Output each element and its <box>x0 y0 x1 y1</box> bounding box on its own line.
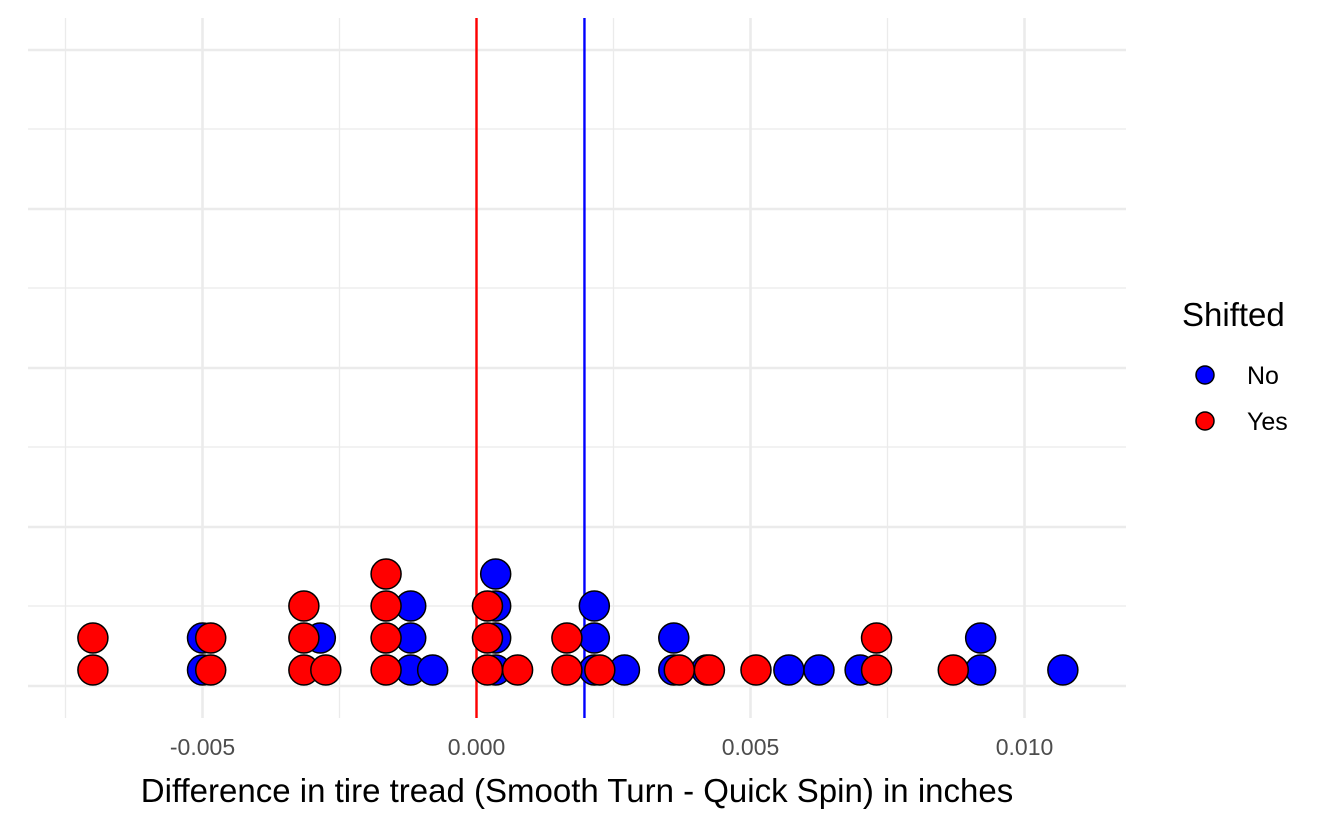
point-yes <box>693 654 726 686</box>
grid-lines <box>28 18 1126 718</box>
point-yes <box>288 590 320 622</box>
point-yes <box>584 654 616 686</box>
point-yes <box>194 654 227 686</box>
point-no <box>1047 654 1079 686</box>
point-yes <box>551 654 583 686</box>
legend-key-no <box>1195 365 1215 385</box>
x-tick-label: -0.005 <box>170 734 235 760</box>
point-yes <box>370 622 402 654</box>
legend-label-no: No <box>1247 362 1279 390</box>
legend-label-yes: Yes <box>1247 408 1288 436</box>
point-yes <box>501 654 534 686</box>
x-tick-label: 0.005 <box>722 734 780 760</box>
legend: Shifted No Yes <box>1182 296 1288 436</box>
point-no <box>773 654 805 686</box>
point-yes <box>860 654 893 686</box>
point-yes <box>288 622 320 654</box>
point-yes <box>937 654 970 686</box>
point-yes <box>310 654 342 686</box>
point-yes <box>551 622 583 654</box>
point-no <box>964 654 997 686</box>
point-no <box>578 622 611 654</box>
legend-title: Shifted <box>1182 296 1285 333</box>
x-axis-ticks: -0.005 0.000 0.005 0.010 <box>170 734 1053 760</box>
point-yes <box>663 654 696 686</box>
point-yes <box>860 622 893 654</box>
point-no <box>479 558 512 590</box>
point-yes <box>471 590 504 622</box>
point-yes <box>370 590 402 622</box>
data-points <box>77 558 1079 686</box>
point-no <box>578 590 611 622</box>
point-yes <box>740 654 772 686</box>
point-yes <box>370 654 402 686</box>
point-yes <box>77 654 109 686</box>
point-no <box>416 654 449 686</box>
point-no <box>803 654 835 686</box>
point-no <box>964 622 997 654</box>
point-yes <box>370 558 402 590</box>
point-no <box>658 622 690 654</box>
x-tick-label: 0.010 <box>996 734 1054 760</box>
x-tick-label: 0.000 <box>448 734 506 760</box>
legend-key-yes <box>1195 411 1215 431</box>
point-yes <box>471 654 504 686</box>
x-axis-title: Difference in tire tread (Smooth Turn - … <box>141 772 1013 809</box>
point-yes <box>471 622 504 654</box>
point-yes <box>194 622 227 654</box>
point-yes <box>77 622 109 654</box>
